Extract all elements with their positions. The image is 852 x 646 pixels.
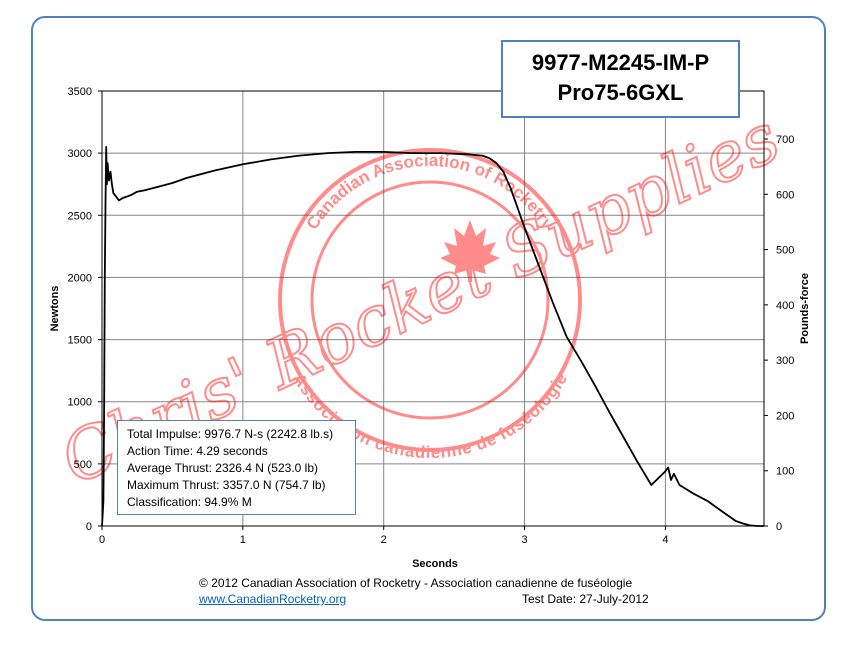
- y2-tick-label: 100: [776, 466, 794, 478]
- motor-case: Pro75-6GXL: [557, 80, 684, 105]
- axes: [98, 90, 768, 530]
- seal-inner-ring: [310, 180, 550, 420]
- y-tick-label: 500: [74, 459, 92, 471]
- y-tick-label: 1000: [68, 397, 92, 409]
- y2-tick-label: 400: [776, 300, 794, 312]
- y-tick-label: 1500: [68, 335, 92, 347]
- y2-tick-label: 200: [776, 410, 794, 422]
- x-tick-label: 1: [240, 534, 246, 546]
- y2-axis-title: Pounds-force: [799, 273, 811, 344]
- x-tick-label: 3: [521, 534, 527, 546]
- motor-title-box: 9977-M2245-IM-P Pro75-6GXL: [501, 40, 740, 118]
- x-tick-label: 2: [381, 534, 387, 546]
- y-axis-title: Newtons: [49, 286, 61, 332]
- classification: Classification: 94.9% M: [127, 495, 252, 509]
- axis-labels: 0 500 1000 1500 2000 2500 3000 3500 0 1 2 3 4 0 100 200…: [49, 86, 811, 570]
- seal-outer-ring: [278, 148, 582, 452]
- average-thrust: Average Thrust: 2326.4 N (523.0 lb): [127, 461, 319, 475]
- plot-area-border: [101, 90, 765, 527]
- total-impulse: Total Impulse: 9976.7 N-s (2242.8 lb.s): [127, 427, 334, 441]
- y-tick-label: 3000: [68, 148, 92, 160]
- y2-tick-label: 500: [776, 245, 794, 257]
- thrust-curve: [101, 146, 764, 527]
- y2-tick-label: 600: [776, 189, 794, 201]
- y2-tick-label: 300: [776, 355, 794, 367]
- website-link[interactable]: www.CanadianRocketry.org: [199, 592, 347, 606]
- x-axis-title: Seconds: [412, 558, 458, 570]
- x-tick-label: 0: [99, 534, 105, 546]
- maximum-thrust: Maximum Thrust: 3357.0 N (754.7 lb): [127, 478, 326, 492]
- y-tick-label: 2500: [68, 210, 92, 222]
- copyright-text: © 2012 Canadian Association of Rocketry …: [199, 576, 633, 590]
- motor-designation: 9977-M2245-IM-P: [531, 50, 710, 75]
- x-tick-label: 4: [662, 534, 668, 546]
- test-date: Test Date: 27-July-2012: [522, 592, 649, 606]
- y-tick-label: 3500: [68, 86, 92, 98]
- maple-leaf-icon: [440, 220, 500, 282]
- action-time: Action Time: 4.29 seconds: [127, 444, 268, 458]
- y2-tick-label: 700: [776, 134, 794, 146]
- y-tick-label: 0: [86, 521, 92, 533]
- y2-tick-label: 0: [776, 521, 782, 533]
- y-tick-label: 2000: [68, 272, 92, 284]
- motor-stats-box: Total Impulse: 9976.7 N-s (2242.8 lb.s) …: [117, 420, 356, 515]
